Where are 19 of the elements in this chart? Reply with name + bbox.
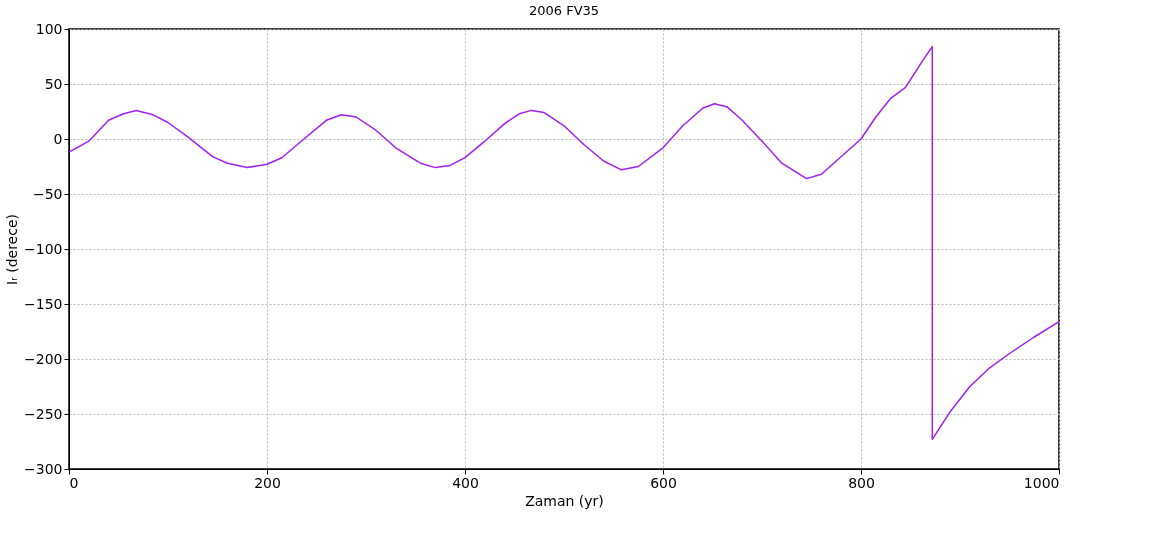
chart-title: 2006 FV35 (528, 3, 600, 18)
y-tick-label: −50 (32, 185, 63, 202)
x-tick-label: 1000 (1023, 474, 1060, 491)
y-tick-label: −300 (24, 460, 63, 477)
y-tick-label: −150 (24, 295, 63, 312)
x-tick-label: 600 (650, 474, 677, 491)
y-tick-label: −250 (24, 405, 63, 422)
x-axis-title: Zaman (yr) (525, 492, 604, 509)
y-tick-label: −100 (24, 240, 63, 257)
y-tick-label: −200 (24, 350, 63, 367)
x-tick-label: 200 (254, 474, 281, 491)
x-tick-label: 800 (848, 474, 875, 491)
y-tick-label: 100 (35, 20, 63, 37)
y-tick-label: 50 (44, 75, 63, 92)
y-tick-label: 0 (53, 130, 63, 147)
y-axis-title: Iᵣ (derece) (4, 214, 21, 285)
x-tick-label: 0 (69, 474, 79, 491)
line-series (68, 45, 1060, 441)
x-tick-label: 400 (452, 474, 479, 491)
